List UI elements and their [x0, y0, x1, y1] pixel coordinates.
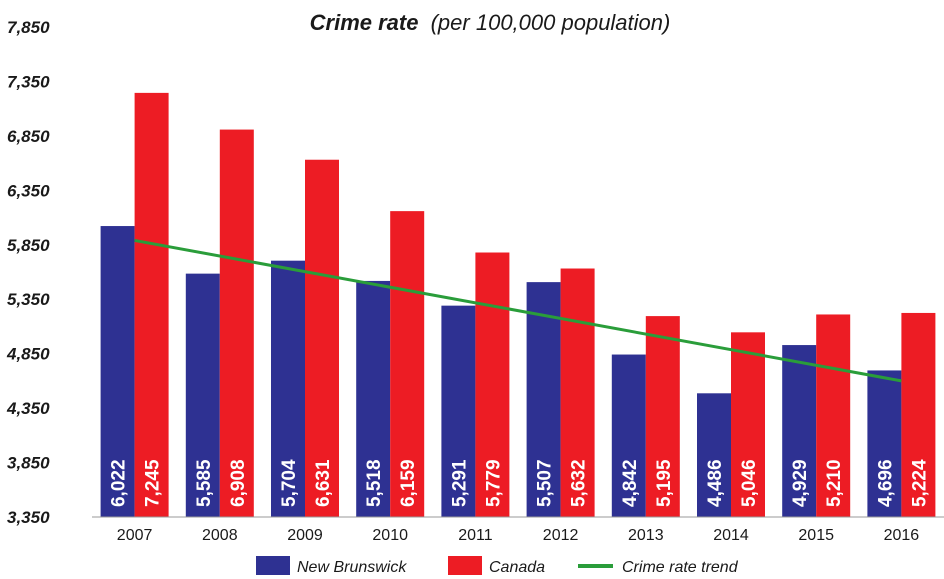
legend-label-trend: Crime rate trend	[622, 559, 739, 576]
bar-new-brunswick-2015	[782, 345, 817, 517]
legend-swatch-canada	[448, 556, 482, 575]
x-tick-label: 2011	[458, 527, 493, 544]
x-tick-label: 2016	[884, 527, 920, 544]
y-tick-label: 6,350	[7, 181, 50, 200]
trend-line-group	[134, 238, 902, 383]
chart-title: Crime rate (per 100,000 population)	[310, 10, 671, 35]
y-tick-label: 5,350	[7, 290, 50, 309]
bar-new-brunswick-2007	[100, 226, 135, 517]
bar-value-label: 5,224	[909, 459, 930, 507]
bar-canada-2015	[816, 314, 851, 517]
bar-new-brunswick-2012	[526, 282, 561, 517]
x-tick-label: 2008	[202, 527, 238, 544]
bar-canada-2014	[731, 332, 765, 517]
bar-value-label: 6,631	[313, 459, 334, 507]
bar-new-brunswick-2013	[611, 354, 646, 517]
y-tick-label: 4,350	[6, 399, 50, 418]
bar-value-label: 6,022	[109, 459, 130, 507]
bar-value-label: 5,046	[739, 459, 760, 507]
bar-value-label: 5,704	[279, 459, 300, 507]
bar-value-label: 5,518	[364, 459, 385, 507]
bar-new-brunswick-2008	[185, 273, 220, 517]
legend: New Brunswick Canada Crime rate trend	[256, 556, 739, 576]
y-tick-label: 3,850	[7, 454, 50, 473]
bar-canada-2010	[390, 211, 425, 517]
x-tick-label: 2014	[713, 527, 749, 544]
y-tick-label: 4,850	[6, 345, 50, 364]
bar-value-label: 5,195	[654, 459, 675, 507]
bar-value-label: 5,210	[824, 459, 845, 507]
bar-value-label: 4,842	[620, 459, 641, 507]
bar-value-label: 6,159	[398, 459, 419, 507]
bar-value-label: 7,245	[143, 459, 164, 507]
bar-new-brunswick-2011	[441, 305, 476, 517]
bar-value-label: 5,585	[194, 459, 215, 507]
legend-swatch-new-brunswick	[256, 556, 290, 575]
bar-value-label: 4,929	[790, 459, 811, 507]
bar-value-label: 5,632	[569, 459, 590, 507]
bar-new-brunswick-2014	[697, 393, 731, 517]
y-tick-label: 7,850	[7, 18, 50, 37]
bar-value-label: 4,696	[875, 459, 896, 507]
bar-canada-2007	[134, 92, 169, 517]
y-tick-label: 3,350	[7, 508, 50, 527]
bar-value-label: 5,507	[535, 459, 556, 507]
bar-value-label: 5,779	[483, 459, 504, 507]
y-tick-label: 7,350	[7, 72, 50, 91]
bar-value-labels: 6,022 7,245 5,585 6,908 5,704 6,631 5,518 6,159…	[109, 459, 931, 507]
legend-label-new-brunswick: New Brunswick	[297, 559, 407, 576]
y-axis-ticks: 3,350 3,850 4,350 4,850 5,350 5,850 6,350 6,850…	[6, 18, 50, 527]
trend-line	[134, 238, 902, 383]
x-tick-label: 2015	[798, 527, 834, 544]
bars	[100, 92, 936, 518]
bar-new-brunswick-2009	[271, 260, 305, 517]
bar-canada-2012	[560, 268, 595, 517]
bar-value-label: 4,486	[705, 459, 726, 507]
chart-title-main: Crime rate	[310, 10, 419, 35]
bar-value-label: 5,291	[449, 459, 470, 507]
bar-value-label: 6,908	[228, 459, 249, 507]
x-tick-label: 2007	[117, 527, 153, 544]
bar-canada-2009	[305, 159, 339, 518]
x-axis-ticks: 2007 2008 2009 2010 2011 2012 2013 2014 2015 2016	[117, 527, 919, 544]
bar-canada-2013	[645, 316, 680, 517]
x-tick-label: 2010	[372, 527, 408, 544]
x-tick-label: 2009	[287, 527, 323, 544]
y-tick-label: 6,850	[7, 127, 50, 146]
bar-canada-2011	[475, 252, 510, 517]
x-tick-label: 2013	[628, 527, 664, 544]
y-tick-label: 5,850	[7, 236, 50, 255]
bar-canada-2016	[901, 312, 936, 517]
bar-new-brunswick-2016	[867, 370, 902, 517]
x-tick-label: 2012	[543, 527, 579, 544]
bar-canada-2008	[219, 129, 254, 517]
legend-label-canada: Canada	[489, 559, 545, 576]
chart-title-subtitle: (per 100,000 population)	[431, 10, 671, 35]
bar-new-brunswick-2010	[356, 280, 391, 517]
